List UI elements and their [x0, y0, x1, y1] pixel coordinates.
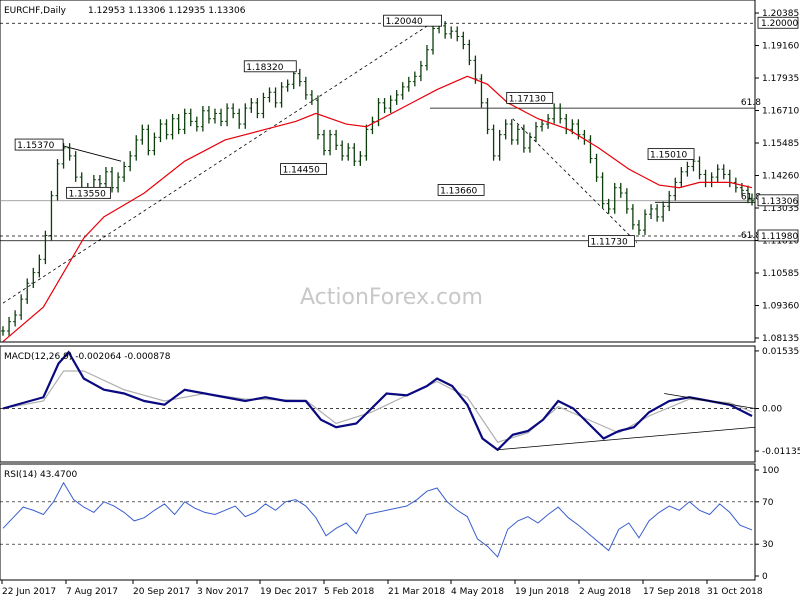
symbol-label: EURCHF,Daily: [4, 6, 67, 16]
price-plot: 1.20040 1.18320 1.17130 1.15370 1.15010 1.144…: [0, 14, 761, 343]
rsi-panel: [0, 463, 756, 581]
date-tick-label: 7 Aug 2017: [66, 587, 118, 597]
fib-annotation: 61.8: [741, 231, 761, 241]
watermark: ActionForex.com: [300, 285, 483, 310]
ohlc-values: 1.12953 1.13306 1.12935 1.13306: [88, 6, 246, 16]
rsi-plot: [0, 481, 755, 558]
macd-trendline-resistance: [664, 393, 756, 409]
price-label-box: [647, 148, 695, 161]
macd-tick-label: -0.011357: [762, 447, 800, 457]
price-label-box: [437, 184, 485, 196]
price-label: 1.17130: [509, 94, 546, 104]
date-tick-label: 19 Jun 2018: [515, 587, 569, 597]
price-tick-label: 1.14260: [762, 172, 799, 182]
price-label: 1.14450: [283, 165, 320, 175]
price-label-box: [280, 163, 328, 175]
price-label: 1.11730: [590, 238, 627, 248]
rsi-tick-label: 100: [762, 466, 779, 476]
price-label-box: [14, 138, 64, 151]
date-tick-label: 17 Sep 2018: [643, 587, 700, 597]
price-tick-label: 1.20385: [762, 9, 799, 19]
rsi-title: RSI(14) 43.4700: [4, 470, 77, 480]
axis-price-box-label: 1.11980: [761, 232, 798, 242]
price-label: 1.15370: [17, 141, 54, 151]
price-tick-label: 1.08135: [762, 334, 799, 344]
price-tick-label: 1.15485: [762, 139, 799, 149]
price-tick-label: 1.11810: [762, 237, 799, 247]
price-label-box: [243, 60, 297, 73]
price-label: 1.15010: [650, 151, 687, 161]
price-label-box: [383, 14, 442, 27]
price-tick-label: 1.17935: [762, 74, 799, 84]
macd-plot: [0, 350, 756, 452]
date-tick-label: 21 Mar 2018: [388, 587, 445, 597]
price-panel: [0, 0, 756, 343]
date-tick-label: 31 Oct 2018: [707, 587, 763, 597]
axis-price-box: [757, 194, 799, 207]
price-label-box: [588, 235, 635, 248]
macd-tick-label: 0.015356: [762, 347, 800, 357]
rsi-tick-label: 70: [762, 498, 774, 508]
price-label: 1.13660: [440, 186, 477, 196]
macd-trendline-support: [497, 426, 756, 451]
trendline-falling: [512, 118, 638, 243]
moving-average-line: [2, 75, 753, 343]
price-label-box: [66, 186, 112, 199]
macd-title: MACD(12,26,9) -0.002064 -0.000878: [4, 352, 171, 362]
trendline-rising: [2, 21, 434, 304]
date-tick-label: 2 Aug 2018: [579, 587, 631, 597]
date-tick-label: 22 Jun 2017: [2, 587, 56, 597]
axis-price-box: [757, 229, 799, 242]
date-tick-label: 3 Nov 2017: [197, 587, 249, 597]
macd-tick-label: 0.00: [762, 405, 782, 415]
price-tick-label: 1.10585: [762, 269, 799, 279]
trendline-wedge: [63, 145, 122, 162]
axis-price-box-label: 1.20000: [761, 19, 798, 29]
price-tick-label: 1.19160: [762, 42, 799, 52]
date-tick-label: 19 Dec 2017: [260, 587, 318, 597]
date-tick-label: 20 Sep 2017: [133, 587, 190, 597]
price-tick-label: 1.13035: [762, 204, 799, 214]
rsi-line: [2, 481, 753, 558]
price-label: 1.20040: [386, 17, 423, 27]
fib-annotation: 61.8: [741, 98, 761, 108]
price-label-box: [506, 91, 554, 104]
axis-price-box: [757, 16, 799, 29]
x-axis: 22 Jun 2017 7 Aug 2017 20 Sep 2017 3 Nov 20…: [1, 580, 763, 597]
date-tick-label: 4 May 2018: [451, 587, 504, 597]
price-tick-label: 1.09360: [762, 302, 799, 312]
fib-annotation: 61.8: [741, 192, 761, 202]
macd-line: [2, 350, 753, 452]
price-label: 1.18320: [246, 63, 283, 73]
axis-price-box-label: 1.13306: [761, 197, 798, 207]
rsi-tick-label: 0: [762, 572, 768, 582]
price-tick-label: 1.16710: [762, 107, 799, 117]
y-axis: 1.20385 1.19160 1.17935 1.16710 1.15485 1.142…: [755, 9, 800, 582]
date-tick-label: 5 Feb 2018: [324, 587, 375, 597]
rsi-tick-label: 30: [762, 540, 774, 550]
price-label: 1.13550: [69, 189, 106, 199]
